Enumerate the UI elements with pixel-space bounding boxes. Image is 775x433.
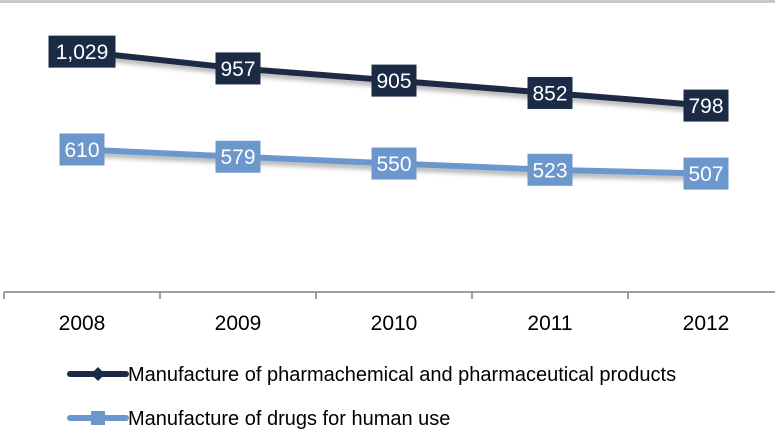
data-point-marker	[371, 147, 417, 180]
data-point-marker	[683, 89, 729, 122]
data-label: 523	[532, 159, 567, 182]
data-point-marker	[683, 157, 729, 190]
series-1: 1,029 957 905 852 798	[48, 35, 729, 122]
data-label: 579	[220, 146, 255, 169]
data-label: 957	[220, 58, 255, 81]
legend-item: Manufacture of pharmachemical and pharma…	[67, 364, 676, 386]
data-point-marker	[371, 64, 417, 97]
data-label: 852	[532, 82, 567, 105]
legend-label: Manufacture of drugs for human use	[128, 408, 450, 430]
data-point-marker	[527, 153, 573, 186]
data-point-marker	[48, 35, 116, 68]
x-tick-label: 2010	[371, 312, 418, 335]
x-tick-label: 2011	[527, 312, 572, 335]
data-label: 798	[688, 95, 723, 118]
series-2: 610 579 550 523 507	[59, 133, 729, 190]
data-label: 1,029	[56, 41, 109, 64]
legend-item: Manufacture of drugs for human use	[67, 408, 450, 430]
data-point-marker	[215, 140, 261, 173]
data-label: 507	[688, 163, 723, 186]
data-label: 905	[376, 70, 411, 93]
data-label: 550	[376, 153, 411, 176]
top-border	[0, 0, 775, 3]
legend-square-marker	[91, 411, 105, 425]
x-tick-label: 2008	[59, 312, 106, 335]
x-tick-label: 2009	[215, 312, 262, 335]
legend-label: Manufacture of pharmachemical and pharma…	[128, 364, 676, 386]
data-point-marker	[527, 76, 573, 109]
x-tick-label: 2012	[683, 312, 730, 335]
data-label: 610	[64, 139, 99, 162]
data-point-marker	[59, 133, 105, 166]
legend-diamond-marker	[91, 367, 105, 381]
data-point-marker	[215, 52, 261, 85]
